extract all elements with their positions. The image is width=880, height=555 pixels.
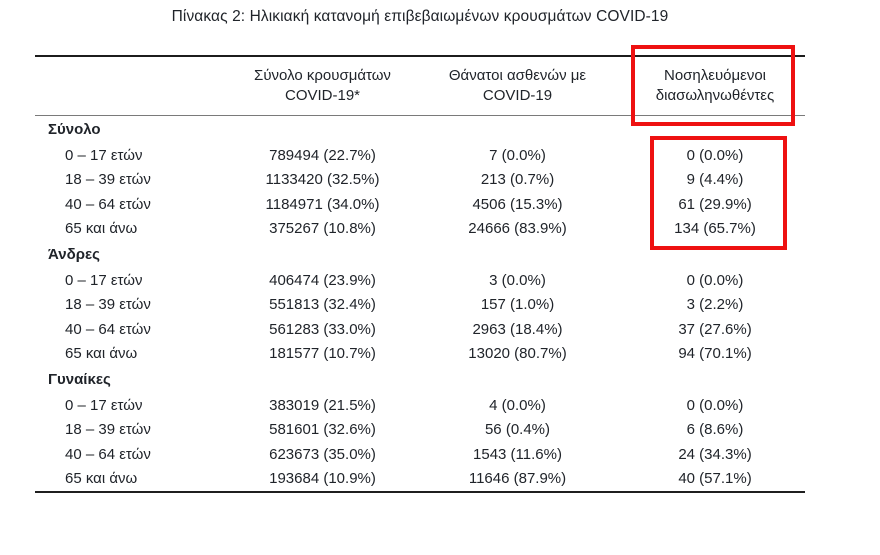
table-row: 0 – 17 ετών 406474 (23.9%) 3 (0.0%) 0 (0.0%… xyxy=(35,268,805,293)
cell-cases: 1184971 (34.0%) xyxy=(265,195,380,213)
cell-deaths: 7 (0.0%) xyxy=(489,146,546,164)
table-row: 0 – 17 ετών 383019 (21.5%) 4 (0.0%) 0 (0.0%… xyxy=(35,393,805,418)
cell-deaths: 157 (1.0%) xyxy=(480,296,555,314)
header-total-cases-line2: COVID-19* xyxy=(284,87,361,104)
cell-age: 0 – 17 ετών xyxy=(65,396,143,414)
cell-intubated: 9 (4.4%) xyxy=(686,171,744,189)
cell-deaths: 4506 (15.3%) xyxy=(472,195,563,213)
table-row: 40 – 64 ετών 1184971 (34.0%) 4506 (15.3%) 6… xyxy=(35,192,805,217)
header-total-cases: Σύνολο κρουσμάτων COVID-19* xyxy=(235,66,410,106)
table-row: 18 – 39 ετών 581601 (32.6%) 56 (0.4%) 6 (8.… xyxy=(35,418,805,443)
cell-cases: 375267 (10.8%) xyxy=(269,220,376,238)
cell-age: 18 – 39 ετών xyxy=(65,296,151,314)
table-header-row: Σύνολο κρουσμάτων COVID-19* Θάνατοι ασθε… xyxy=(35,55,805,116)
table-row: 18 – 39 ετών 551813 (32.4%) 157 (1.0%) 3 (2… xyxy=(35,293,805,318)
cell-intubated: 24 (34.3%) xyxy=(678,445,752,463)
table-row: 40 – 64 ετών 623673 (35.0%) 1543 (11.6%) 24… xyxy=(35,442,805,467)
cell-age: 65 και άνω xyxy=(65,470,138,488)
cell-cases: 551813 (32.4%) xyxy=(269,296,376,314)
cell-deaths: 56 (0.4%) xyxy=(484,421,551,439)
cell-age: 18 – 39 ετών xyxy=(65,171,151,189)
table-row: 40 – 64 ετών 561283 (33.0%) 2963 (18.4%) 37… xyxy=(35,317,805,342)
cell-cases: 193684 (10.9%) xyxy=(269,470,376,488)
cell-deaths: 1543 (11.6%) xyxy=(473,445,562,463)
table-row: 0 – 17 ετών 789494 (22.7%) 7 (0.0%) 0 (0.0%… xyxy=(35,143,805,168)
cell-deaths: 13020 (80.7%) xyxy=(468,345,567,363)
cell-intubated: 134 (65.7%) xyxy=(674,220,756,238)
header-intubated-line1: Νοσηλευόμενοι xyxy=(663,67,766,84)
table-body: Σύνολο 0 – 17 ετών 789494 (22.7%) 7 (0.0%) 0… xyxy=(35,116,805,493)
cell-deaths: 4 (0.0%) xyxy=(489,396,546,414)
table-section: Άνδρες 0 – 17 ετών 406474 (23.9%) 3 (0.0%) 0… xyxy=(35,241,805,366)
covid-age-table: Σύνολο κρουσμάτων COVID-19* Θάνατοι ασθε… xyxy=(35,55,805,493)
header-intubated-line2: διασωληνωθέντες xyxy=(655,87,775,104)
table-row: 65 και άνω 193684 (10.9%) 11646 (87.9%) 40 … xyxy=(35,467,805,492)
cell-cases: 1133420 (32.5%) xyxy=(265,171,380,189)
cell-intubated: 40 (57.1%) xyxy=(678,470,752,488)
header-deaths-line2: COVID-19 xyxy=(482,87,553,104)
cell-intubated: 37 (27.6%) xyxy=(678,320,752,338)
cell-cases: 789494 (22.7%) xyxy=(269,146,376,164)
cell-cases: 581601 (32.6%) xyxy=(269,421,376,439)
cell-intubated: 0 (0.0%) xyxy=(686,396,744,414)
cell-age: 0 – 17 ετών xyxy=(65,146,143,164)
cell-deaths: 3 (0.0%) xyxy=(489,271,546,289)
cell-cases: 383019 (21.5%) xyxy=(269,396,376,414)
section-label: Γυναίκες xyxy=(48,371,111,388)
cell-intubated: 94 (70.1%) xyxy=(678,345,752,363)
header-intubated: Νοσηλευόμενοι διασωληνωθέντες xyxy=(625,66,805,106)
header-total-cases-line1: Σύνολο κρουσμάτων xyxy=(254,67,391,84)
cell-intubated: 61 (29.9%) xyxy=(678,195,752,213)
cell-intubated: 6 (8.6%) xyxy=(686,421,744,439)
cell-cases: 623673 (35.0%) xyxy=(269,445,376,463)
cell-age: 18 – 39 ετών xyxy=(65,421,151,439)
cell-age: 0 – 17 ετών xyxy=(65,271,143,289)
cell-age: 65 και άνω xyxy=(65,345,138,363)
table-row: 65 και άνω 181577 (10.7%) 13020 (80.7%) 94 … xyxy=(35,342,805,367)
cell-cases: 561283 (33.0%) xyxy=(269,320,376,338)
cell-age: 40 – 64 ετών xyxy=(65,320,151,338)
table-title: Πίνακας 2: Ηλικιακή κατανομή επιβεβαιωμέ… xyxy=(171,8,669,25)
cell-deaths: 24666 (83.9%) xyxy=(468,220,567,238)
cell-age: 65 και άνω xyxy=(65,220,138,238)
cell-intubated: 3 (2.2%) xyxy=(686,296,744,314)
cell-age: 40 – 64 ετών xyxy=(65,195,151,213)
header-deaths-line1: Θάνατοι ασθενών με xyxy=(448,67,587,84)
cell-age: 40 – 64 ετών xyxy=(65,445,151,463)
cell-intubated: 0 (0.0%) xyxy=(686,146,744,164)
table-row: 18 – 39 ετών 1133420 (32.5%) 213 (0.7%) 9 (… xyxy=(35,168,805,193)
table-row: 65 και άνω 375267 (10.8%) 24666 (83.9%) 134… xyxy=(35,217,805,242)
cell-deaths: 213 (0.7%) xyxy=(480,171,555,189)
cell-deaths: 11646 (87.9%) xyxy=(468,470,567,488)
section-label: Άνδρες xyxy=(48,246,100,263)
section-label: Σύνολο xyxy=(48,121,101,138)
table-section: Σύνολο 0 – 17 ετών 789494 (22.7%) 7 (0.0%) 0… xyxy=(35,116,805,241)
cell-intubated: 0 (0.0%) xyxy=(686,271,744,289)
cell-deaths: 2963 (18.4%) xyxy=(472,320,563,338)
header-deaths: Θάνατοι ασθενών με COVID-19 xyxy=(410,66,625,106)
cell-cases: 406474 (23.9%) xyxy=(269,271,376,289)
cell-cases: 181577 (10.7%) xyxy=(269,345,376,363)
table-section: Γυναίκες 0 – 17 ετών 383019 (21.5%) 4 (0.0%… xyxy=(35,366,805,491)
